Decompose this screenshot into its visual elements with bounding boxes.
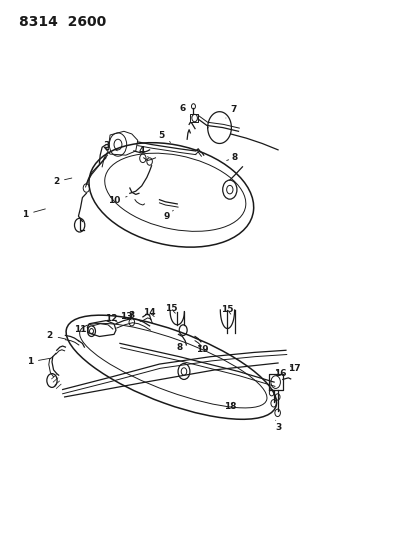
Text: 5: 5 [158,131,171,142]
Text: 10: 10 [108,196,127,205]
Text: 8: 8 [176,342,185,352]
Text: 16: 16 [274,369,286,378]
Text: 2: 2 [53,177,72,186]
Text: 3: 3 [275,420,281,432]
Text: 15: 15 [165,304,178,313]
Text: 1: 1 [22,209,45,219]
Text: 8: 8 [227,154,238,163]
Text: 6: 6 [179,104,191,117]
Text: 11: 11 [74,325,93,334]
Text: 2: 2 [47,331,66,340]
Text: 19: 19 [196,345,209,354]
Text: 3: 3 [129,311,140,321]
Text: 1: 1 [27,358,51,367]
Text: 4: 4 [139,147,148,157]
Text: 3: 3 [103,141,117,151]
Text: 17: 17 [288,364,301,373]
Text: 12: 12 [105,314,117,323]
Text: 8314  2600: 8314 2600 [19,14,106,29]
Text: 7: 7 [226,105,237,118]
Text: 18: 18 [224,402,236,411]
Text: 14: 14 [143,308,156,317]
Text: 9: 9 [164,211,173,221]
Text: 15: 15 [221,305,234,314]
Text: 13: 13 [120,312,133,321]
